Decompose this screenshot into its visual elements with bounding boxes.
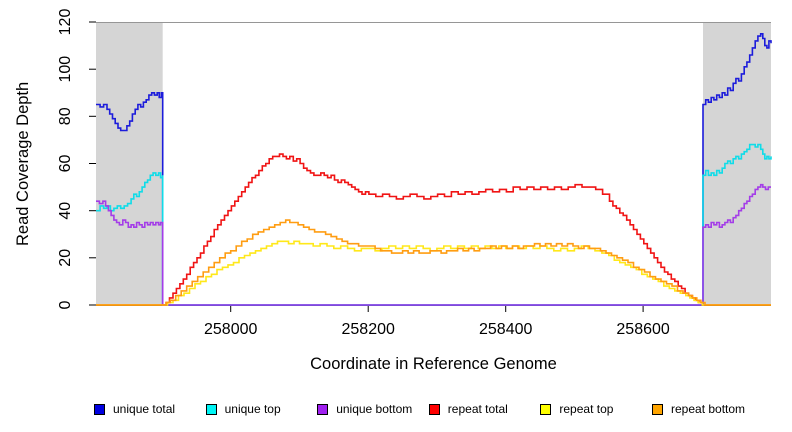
legend-swatch-repeat-top	[540, 403, 552, 415]
legend-label-unique-total: unique total	[113, 402, 176, 416]
legend-swatch-repeat-total	[428, 403, 440, 415]
legend-item-unique-top: unique top	[205, 400, 281, 418]
x-tick-label: 258000	[204, 321, 257, 338]
x-tick-label: 258600	[616, 321, 669, 338]
y-tick-label: 120	[57, 9, 74, 36]
legend-label-unique-top: unique top	[224, 402, 281, 416]
y-tick-label: 60	[57, 155, 74, 173]
legend-item-unique-total: unique total	[94, 400, 175, 418]
legend-item-repeat-total: repeat total	[428, 400, 508, 418]
legend-swatch-unique-total	[94, 403, 105, 415]
x-tick-label: 258400	[479, 321, 532, 338]
shaded-region	[96, 22, 163, 305]
series-unique-total	[96, 33, 772, 306]
legend-label-repeat-top: repeat top	[559, 402, 614, 416]
series-repeat-total	[96, 153, 771, 306]
y-tick-label: 20	[57, 249, 74, 267]
x-axis-title: Coordinate in Reference Genome	[310, 355, 557, 373]
x-tick-label: 258200	[342, 321, 395, 338]
legend-swatch-unique-bottom	[317, 403, 329, 415]
legend-swatch-repeat-bottom	[652, 403, 663, 415]
y-tick-label: 100	[57, 56, 74, 83]
legend-item-unique-bottom: unique bottom	[317, 400, 412, 418]
y-tick-label: 0	[57, 300, 74, 309]
legend-swatch-unique-top	[205, 403, 217, 415]
series-unique-bottom	[96, 183, 771, 306]
legend-label-repeat-total: repeat total	[447, 402, 508, 416]
legend: unique total unique top unique bottom repea…	[0, 400, 792, 420]
series-unique-top	[96, 143, 772, 306]
y-tick-label: 80	[57, 107, 74, 125]
series-repeat-top	[96, 240, 771, 306]
series-repeat-bottom	[96, 219, 771, 306]
legend-item-repeat-bottom: repeat bottom	[652, 400, 745, 418]
legend-label-repeat-bottom: repeat bottom	[671, 402, 746, 416]
legend-label-unique-bottom: unique bottom	[336, 402, 413, 416]
legend-item-repeat-top: repeat top	[540, 400, 613, 418]
y-tick-label: 40	[57, 202, 74, 220]
shaded-region	[703, 22, 771, 305]
y-axis-title: Read Coverage Depth	[14, 81, 32, 246]
